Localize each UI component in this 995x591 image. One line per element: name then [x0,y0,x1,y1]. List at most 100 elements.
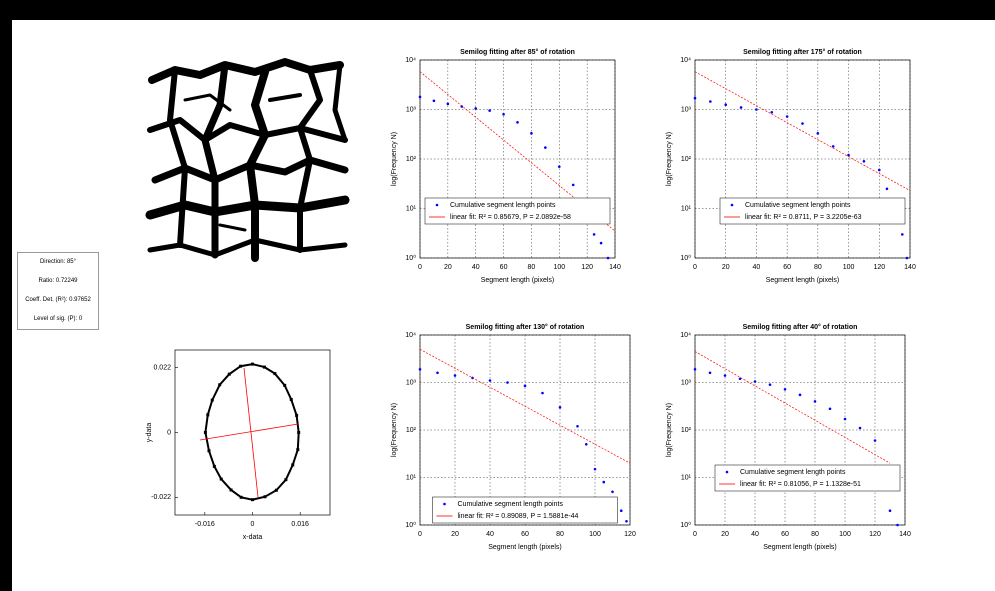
data-point [607,257,610,260]
data-point [878,169,881,172]
data-point [786,115,789,118]
x-tick-label: 0 [418,264,422,271]
x-tick-label: 0 [251,521,255,528]
data-point [844,418,847,421]
legend-marker [443,503,446,506]
data-point [506,381,509,384]
boundary-point [283,384,286,387]
axes: x-datay-data-0.01600.016-0.02200.022 [146,350,330,541]
x-tick-label: 140 [609,264,621,271]
boundary-point [296,448,299,451]
boundary-point [228,373,231,376]
axes: Semilog fitting after 40° of rotation Seg… [666,323,911,551]
data-point [558,165,561,168]
x-tick-label: 0 [418,531,422,538]
x-axis-label: Segment length (pixels) [481,277,555,284]
y-tick-label: 10³ [406,106,417,113]
data-point [488,109,491,112]
data-point [489,379,492,382]
x-tick-label: 100 [839,531,851,538]
data-point [625,520,628,523]
y-tick-label: 10⁴ [680,57,691,64]
data-point [447,103,450,106]
legend-label: Cumulative segment length points [740,469,846,476]
boundary-point [251,498,254,501]
x-tick-label: 20 [451,531,459,538]
data-point [832,145,835,148]
boundary-point [264,495,267,498]
y-tick-label: 10⁴ [405,57,416,64]
legend-label: linear fit: R² = 0.81056, P = 1.1328e-51 [740,481,861,488]
top-bar [0,0,995,20]
data-point [906,257,909,260]
y-tick-label: 10² [406,156,417,163]
boundary-point [263,366,266,369]
boundary-point [240,496,243,499]
x-tick-label: 80 [811,531,819,538]
x-tick-label: 60 [781,531,789,538]
info-line: Level of sig. (P): 0 [18,310,98,329]
legend-label: linear fit: R² = 0.89089, P = 1.5881e-44 [458,513,579,520]
boundary-point [206,413,209,416]
boundary-point [230,488,233,491]
x-axis-label: Segment length (pixels) [763,544,837,551]
x-tick-label: 0.016 [291,521,309,528]
data-point [801,122,804,125]
legend-marker [726,471,729,474]
legend: Cumulative segment length pointslinear f… [425,198,610,224]
axes: Semilog fitting after 130° of rotation Se… [391,323,636,551]
data-point [585,443,588,446]
data-point [611,490,614,493]
y-axis-label: log(Frequency N) [391,403,398,457]
x-tick-label: 60 [783,264,791,271]
data-point [436,372,439,375]
boundary-point [297,431,300,434]
legend-label: Cumulative segment length points [745,202,851,209]
data-point [524,385,527,388]
data-point [784,388,787,391]
data-point [724,103,727,106]
legend-marker [436,204,439,207]
crack-image [150,62,345,258]
data-point [454,374,457,377]
boundary-point [275,489,278,492]
info-panel: Direction: 85° Ratio: 0.72249 Coeff. Det… [17,252,99,330]
data-point [559,406,562,409]
boundary-point [220,478,223,481]
data-point [572,184,575,187]
y-tick-label: -0.022 [151,494,171,501]
data-point [600,242,603,245]
data-point [709,100,712,103]
x-tick-label: 140 [899,531,911,538]
data-point [541,392,544,395]
x-axis-label: Segment length (pixels) [488,544,562,551]
x-tick-label: 100 [843,264,855,271]
x-tick-label: 80 [814,264,822,271]
y-axis-label: log(Frequency N) [666,403,673,457]
data-point [594,468,597,471]
figure-window: Semilog fitting after 85° of rotationSeg… [0,0,995,591]
data-point [769,383,772,386]
chart-title: Semilog fitting after 40° of rotation [743,323,858,331]
chart-title: Semilog fitting after 130° of rotation [466,323,585,331]
y-tick-label: 10¹ [406,474,417,481]
x-tick-label: 60 [500,264,508,271]
legend: Cumulative segment length points linear f… [715,465,900,491]
data-point [694,368,697,371]
boundary-point [251,363,254,366]
data-point [901,233,904,236]
info-line: Coeff. Det. (R²): 0.97652 [18,291,98,310]
y-axis-label: y-data [146,423,153,443]
boundary-point [239,365,242,368]
x-tick-label: 20 [722,264,730,271]
legend-label: linear fit: R² = 0.8711, P = 3.2205e-63 [745,214,862,221]
y-tick-label: 10² [681,156,692,163]
legend-label: linear fit: R² = 0.85679, P = 2.0892e-58 [450,214,571,221]
axes: Semilog fitting after 175° of rotationSe… [666,48,916,284]
x-tick-label: 40 [753,264,761,271]
data-point [886,188,889,191]
data-point [620,509,623,512]
x-tick-label: 40 [472,264,480,271]
x-tick-label: 20 [721,531,729,538]
